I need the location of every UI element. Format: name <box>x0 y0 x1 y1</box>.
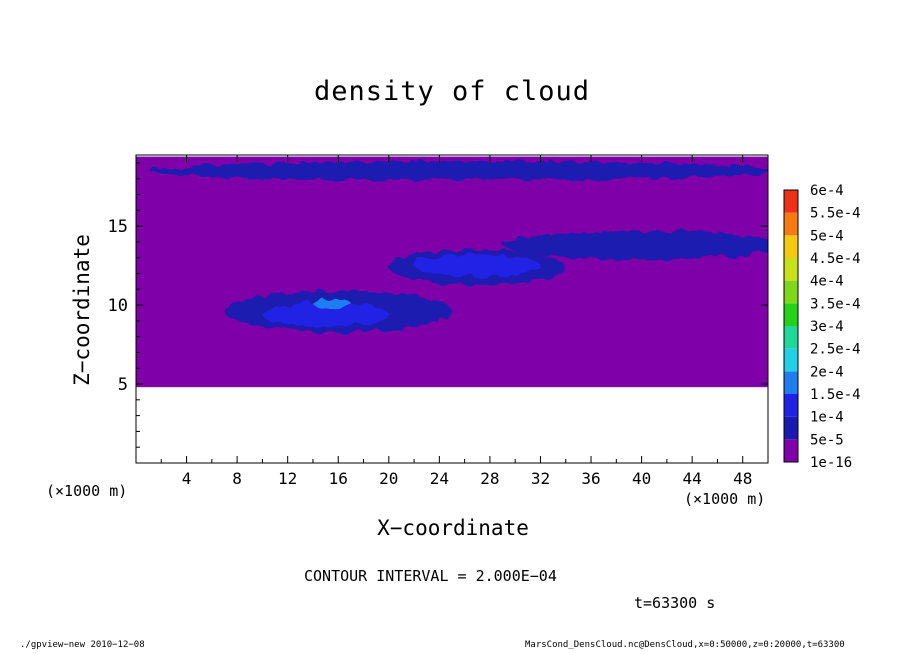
colorbar-frame <box>783 189 799 463</box>
x-tick-label: 20 <box>379 469 398 488</box>
x-unit-label-right: (×1000 m) <box>684 490 766 508</box>
colorbar-swatch <box>784 439 798 462</box>
y-tick-label: 5 <box>118 375 128 395</box>
colorbar-swatch <box>784 280 798 304</box>
colorbar-label: 5.5e-4 <box>810 206 861 222</box>
x-tick-label: 40 <box>632 469 651 488</box>
colorbar-swatch <box>784 348 798 372</box>
colorbar-label: 4e-4 <box>810 274 844 290</box>
x-tick-label: 44 <box>683 469 702 488</box>
x-unit-label-left: (×1000 m) <box>46 482 128 500</box>
colorbar-label: 3.5e-4 <box>810 296 861 312</box>
time-stamp: t=63300 s <box>634 594 716 612</box>
colorbar-label: 1e-16 <box>810 455 852 471</box>
x-tick-label: 16 <box>329 469 348 488</box>
x-tick-label: 32 <box>531 469 550 488</box>
x-tick-label: 36 <box>581 469 600 488</box>
colorbar-swatch <box>784 190 798 213</box>
colorbar-swatch <box>784 235 798 258</box>
footer-data-source: MarsCond_DensCloud.nc@DensCloud,x=0:5000… <box>525 640 845 650</box>
x-tick-label: 12 <box>278 469 297 488</box>
colorbar-swatch <box>784 371 798 394</box>
x-tick-label: 28 <box>480 469 499 488</box>
footer-program-date: ./gpview−new 2010−12−08 <box>20 640 145 650</box>
x-tick-label: 24 <box>430 469 449 488</box>
heatmap-region-6 <box>262 302 389 327</box>
y-tick-label: 15 <box>108 217 128 237</box>
colorbar-label: 6e-4 <box>810 183 844 199</box>
colorbar-swatch <box>784 416 798 440</box>
colorbar-swatch <box>784 212 798 236</box>
colorbar-swatch <box>784 326 798 349</box>
heatmap-area <box>136 156 768 388</box>
y-axis: 5 10 15 <box>108 162 768 448</box>
x-tick-label: 4 <box>182 469 192 488</box>
y-tick-label: 10 <box>108 296 128 316</box>
colorbar-swatch <box>784 258 798 281</box>
colorbar-label: 5e-5 <box>810 432 844 448</box>
x-tick-label: 48 <box>733 469 752 488</box>
colorbar-label: 5e-4 <box>810 228 844 244</box>
colorbar: 1e-16 5e-5 1e-4 1.5e-4 2e-4 2.5e-4 3e-4 3.5e-4 4… <box>783 183 861 471</box>
colorbar-label: 2.5e-4 <box>810 342 861 358</box>
colorbar-swatch <box>784 394 798 417</box>
chart-title: density of cloud <box>313 76 591 107</box>
plot-frame <box>135 154 769 464</box>
heatmap-region-5 <box>414 254 541 277</box>
colorbar-swatch <box>784 303 798 326</box>
colorbar-label: 3e-4 <box>810 319 844 335</box>
colorbar-label: 2e-4 <box>810 364 844 380</box>
x-tick-label: 8 <box>232 469 242 488</box>
x-axis-label: X−coordinate <box>0 516 904 540</box>
heatmap-region-7 <box>312 298 351 309</box>
contour-interval-text: CONTOUR INTERVAL = 2.000E−04 <box>304 567 557 585</box>
x-axis-label-text: X−coordinate <box>377 516 529 540</box>
colorbar-label: 1.5e-4 <box>810 387 861 403</box>
heatmap-region-1 <box>148 161 768 181</box>
x-axis: 4 8 12 16 20 24 28 32 36 40 44 48 <box>160 155 752 488</box>
y-axis-label: Z−coordinate <box>70 234 94 386</box>
heatmap-region-2 <box>502 230 768 260</box>
colorbar-label: 4.5e-4 <box>810 251 861 267</box>
colorbar-label: 1e-4 <box>810 410 844 426</box>
